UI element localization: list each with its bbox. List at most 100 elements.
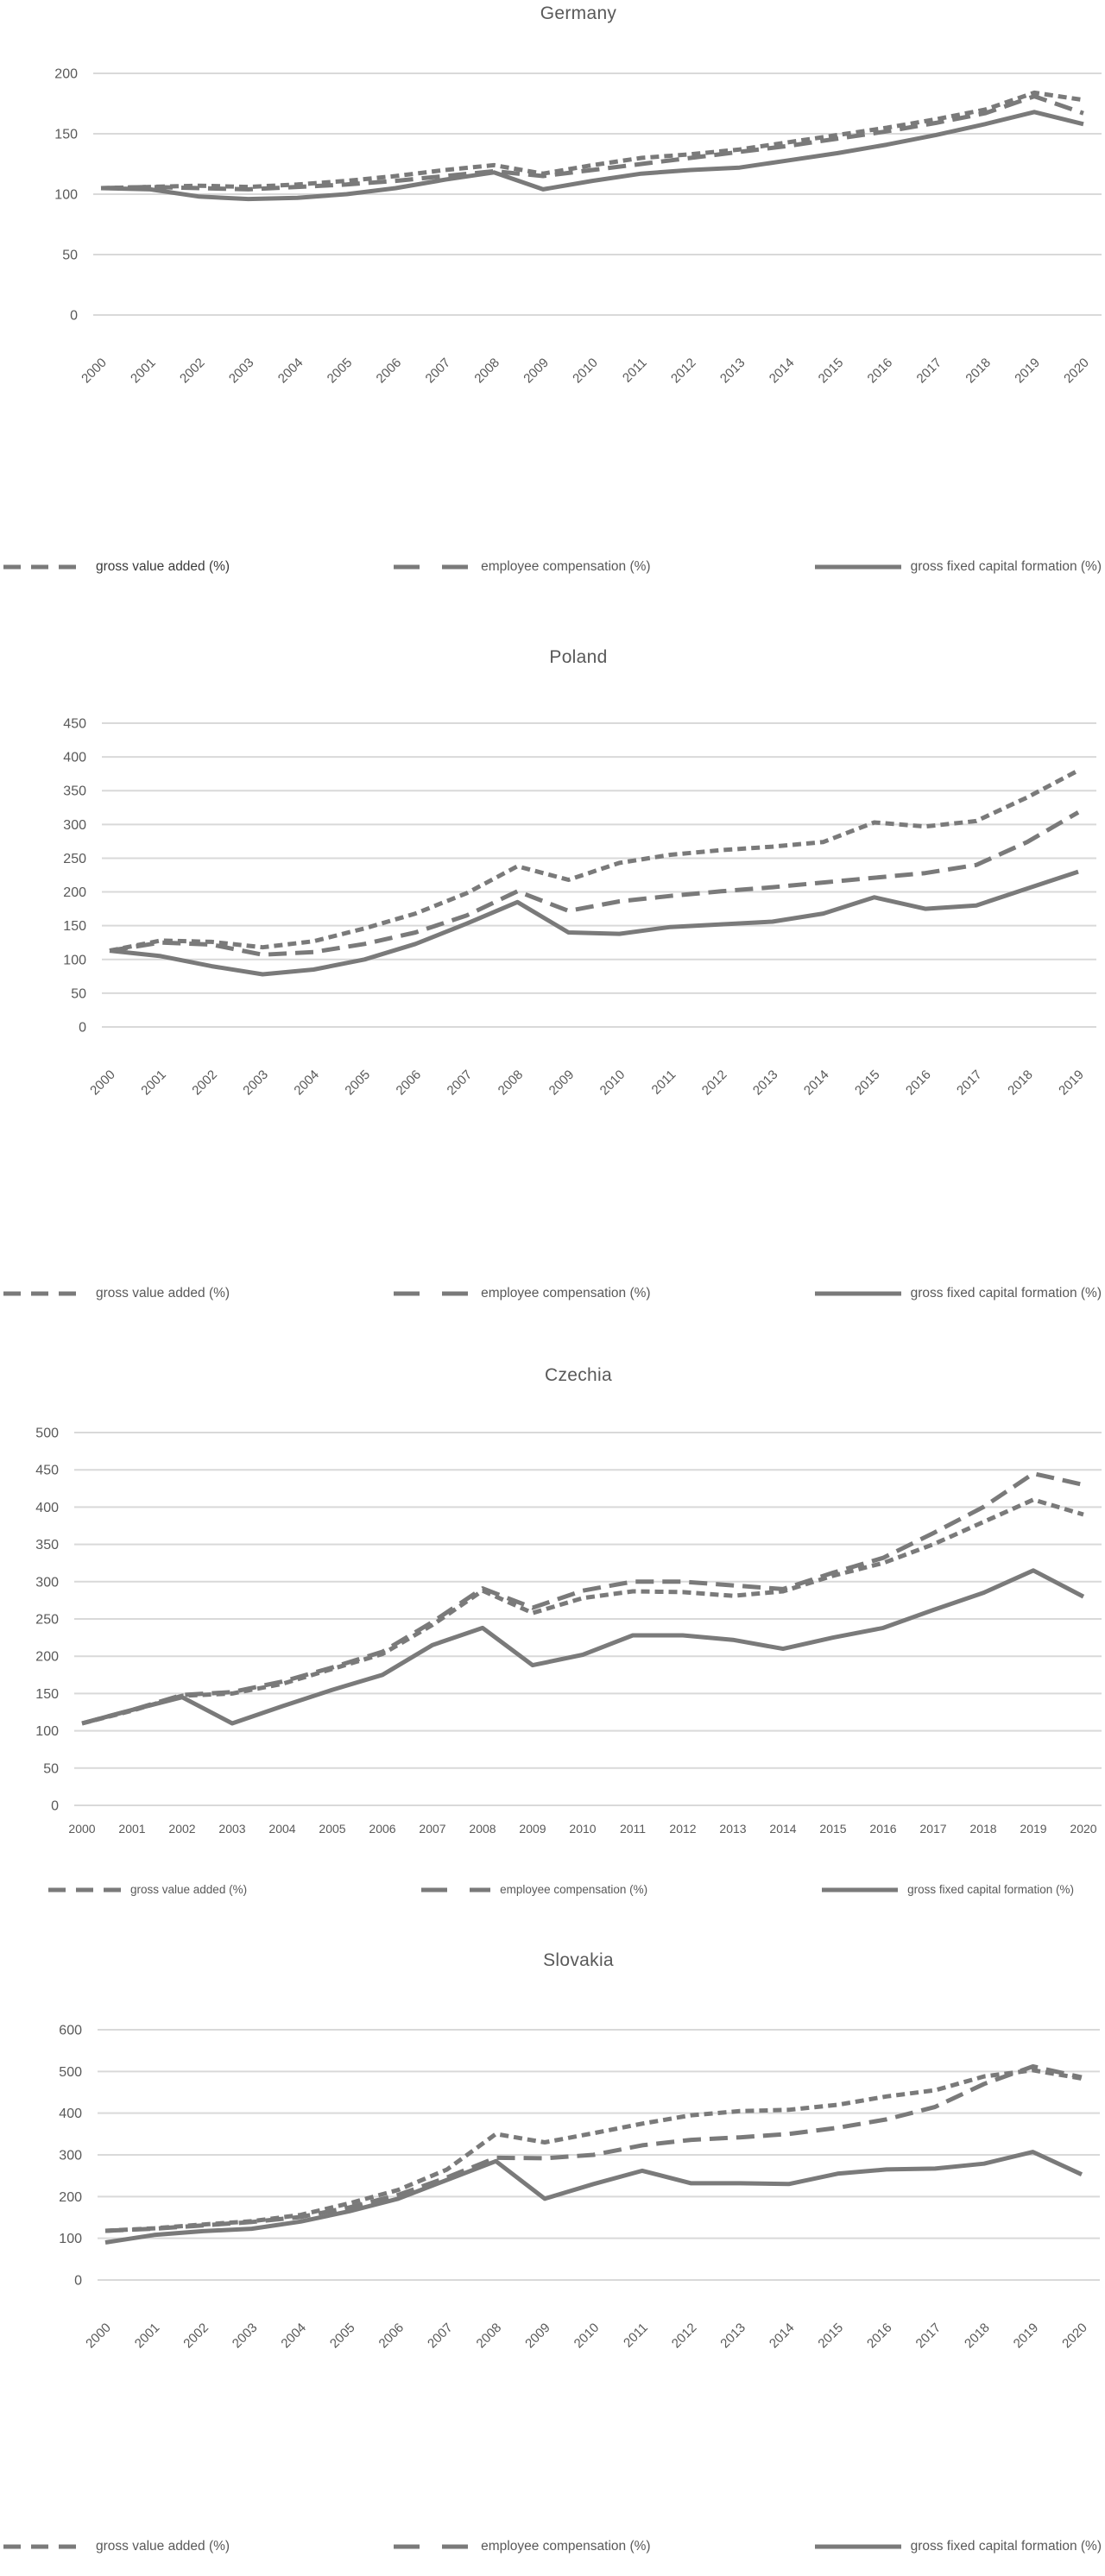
- svg-text:2010: 2010: [569, 1822, 596, 1836]
- svg-text:2007: 2007: [419, 1822, 445, 1836]
- svg-text:100: 100: [63, 953, 86, 967]
- svg-text:0: 0: [79, 1021, 86, 1036]
- svg-text:600: 600: [59, 2024, 82, 2038]
- legend-item-gross-value-added: gross value added (%): [48, 1883, 247, 1896]
- svg-text:2017: 2017: [919, 1822, 946, 1836]
- svg-text:2000: 2000: [79, 356, 110, 387]
- svg-text:2016: 2016: [864, 2321, 895, 2352]
- svg-text:0: 0: [74, 2274, 82, 2289]
- svg-text:2019: 2019: [1012, 356, 1043, 387]
- svg-text:2015: 2015: [819, 1822, 846, 1836]
- svg-text:2006: 2006: [369, 1822, 395, 1836]
- svg-text:2018: 2018: [962, 2321, 993, 2352]
- svg-text:2009: 2009: [521, 356, 552, 387]
- solid-line-swatch: [814, 2544, 901, 2549]
- svg-text:250: 250: [63, 852, 86, 866]
- svg-text:2012: 2012: [668, 356, 699, 387]
- svg-text:2018: 2018: [1005, 1068, 1036, 1099]
- svg-text:300: 300: [63, 818, 86, 833]
- svg-text:2005: 2005: [327, 2321, 358, 2352]
- svg-text:2013: 2013: [719, 1822, 746, 1836]
- legend-slovakia: gross value added (%) employee compensat…: [0, 2539, 1105, 2554]
- svg-text:2003: 2003: [240, 1068, 271, 1099]
- svg-text:2009: 2009: [519, 1822, 546, 1836]
- line-chart-poland: 0 50 100 150 200 250 300 350 400 450 2000 2001 2002 2…: [63, 717, 1096, 1099]
- svg-text:2014: 2014: [801, 1068, 832, 1099]
- svg-text:250: 250: [35, 1613, 59, 1628]
- svg-text:150: 150: [63, 919, 86, 934]
- svg-text:2001: 2001: [138, 1068, 169, 1099]
- svg-text:2008: 2008: [474, 2321, 505, 2352]
- svg-text:2016: 2016: [865, 356, 896, 387]
- legend-label: gross fixed capital formation (%): [910, 2539, 1102, 2554]
- legend-czechia: gross value added (%) employee compensat…: [0, 1883, 1105, 1896]
- svg-text:2012: 2012: [669, 1822, 696, 1836]
- legend-item-gross-fixed-capital-formation: gross fixed capital formation (%): [814, 2539, 1102, 2554]
- svg-text:400: 400: [63, 751, 86, 765]
- long-dash-line-swatch: [394, 2544, 472, 2549]
- svg-text:2019: 2019: [1011, 2321, 1042, 2352]
- legend-item-gross-fixed-capital-formation: gross fixed capital formation (%): [822, 1883, 1074, 1896]
- legend-item-gross-value-added: gross value added (%): [3, 559, 230, 575]
- svg-text:400: 400: [35, 1501, 59, 1515]
- svg-text:2001: 2001: [118, 1822, 145, 1836]
- svg-text:2000: 2000: [87, 1068, 118, 1099]
- svg-text:2000: 2000: [68, 1822, 95, 1836]
- short-dash-line-swatch: [48, 1887, 121, 1892]
- legend-item-employee-compensation: employee compensation (%): [421, 1883, 647, 1896]
- long-dash-line-swatch: [394, 564, 472, 570]
- svg-text:2003: 2003: [218, 1822, 245, 1836]
- svg-text:2004: 2004: [278, 2321, 309, 2352]
- legend-label: gross fixed capital formation (%): [910, 559, 1102, 574]
- svg-text:2009: 2009: [546, 1068, 578, 1099]
- svg-text:2005: 2005: [342, 1068, 373, 1099]
- chart-title-germany: Germany: [540, 3, 617, 23]
- solid-line-swatch: [814, 1291, 901, 1296]
- legend-label: gross value added (%): [130, 1883, 248, 1896]
- legend-item-gross-fixed-capital-formation: gross fixed capital formation (%): [814, 559, 1102, 575]
- svg-text:2010: 2010: [597, 1068, 628, 1099]
- short-dash-line-swatch: [3, 1291, 86, 1296]
- svg-text:50: 50: [71, 986, 86, 1001]
- solid-line-swatch: [822, 1887, 899, 1892]
- svg-text:2014: 2014: [767, 356, 798, 387]
- svg-text:2006: 2006: [376, 2321, 407, 2352]
- legend-label: gross fixed capital formation (%): [910, 1286, 1102, 1301]
- svg-text:2010: 2010: [570, 356, 601, 387]
- svg-text:2000: 2000: [83, 2321, 114, 2352]
- svg-text:50: 50: [43, 1761, 59, 1776]
- solid-line-swatch: [814, 564, 901, 570]
- svg-text:2017: 2017: [914, 356, 945, 387]
- svg-text:450: 450: [63, 717, 86, 732]
- chart-title-poland: Poland: [549, 647, 608, 667]
- svg-text:2006: 2006: [374, 356, 405, 387]
- svg-text:400: 400: [59, 2107, 82, 2121]
- legend-label: gross value added (%): [96, 2539, 230, 2554]
- svg-text:2007: 2007: [445, 1068, 476, 1099]
- svg-text:2004: 2004: [291, 1068, 322, 1099]
- svg-text:2012: 2012: [699, 1068, 730, 1099]
- svg-text:100: 100: [54, 188, 78, 203]
- svg-text:0: 0: [70, 309, 78, 324]
- svg-text:2004: 2004: [275, 356, 306, 387]
- svg-text:200: 200: [63, 885, 86, 900]
- svg-text:2005: 2005: [325, 356, 356, 387]
- legend-item-gross-fixed-capital-formation: gross fixed capital formation (%): [814, 1286, 1102, 1301]
- svg-text:2010: 2010: [571, 2321, 603, 2352]
- svg-text:150: 150: [35, 1687, 59, 1702]
- line-chart-germany: 0 50 100 150 200 2000 2001 2002 2003 2004 2005 2006…: [54, 67, 1102, 387]
- long-dash-line-swatch: [394, 1291, 472, 1296]
- legend-item-employee-compensation: employee compensation (%): [394, 559, 651, 575]
- svg-text:500: 500: [59, 2065, 82, 2080]
- legend-label: gross value added (%): [96, 559, 230, 574]
- svg-text:2004: 2004: [268, 1822, 295, 1836]
- line-chart-czechia: 0 50 100 150 200 250 300 350 400 450 500 2000 2001 20…: [35, 1427, 1102, 1836]
- svg-text:2008: 2008: [471, 356, 502, 387]
- legend-item-employee-compensation: employee compensation (%): [394, 1286, 651, 1301]
- svg-text:200: 200: [35, 1650, 59, 1665]
- svg-text:2003: 2003: [230, 2321, 261, 2352]
- svg-text:2011: 2011: [621, 2321, 651, 2351]
- long-dash-line-swatch: [421, 1887, 491, 1892]
- svg-text:2008: 2008: [496, 1068, 527, 1099]
- svg-text:2001: 2001: [132, 2321, 163, 2352]
